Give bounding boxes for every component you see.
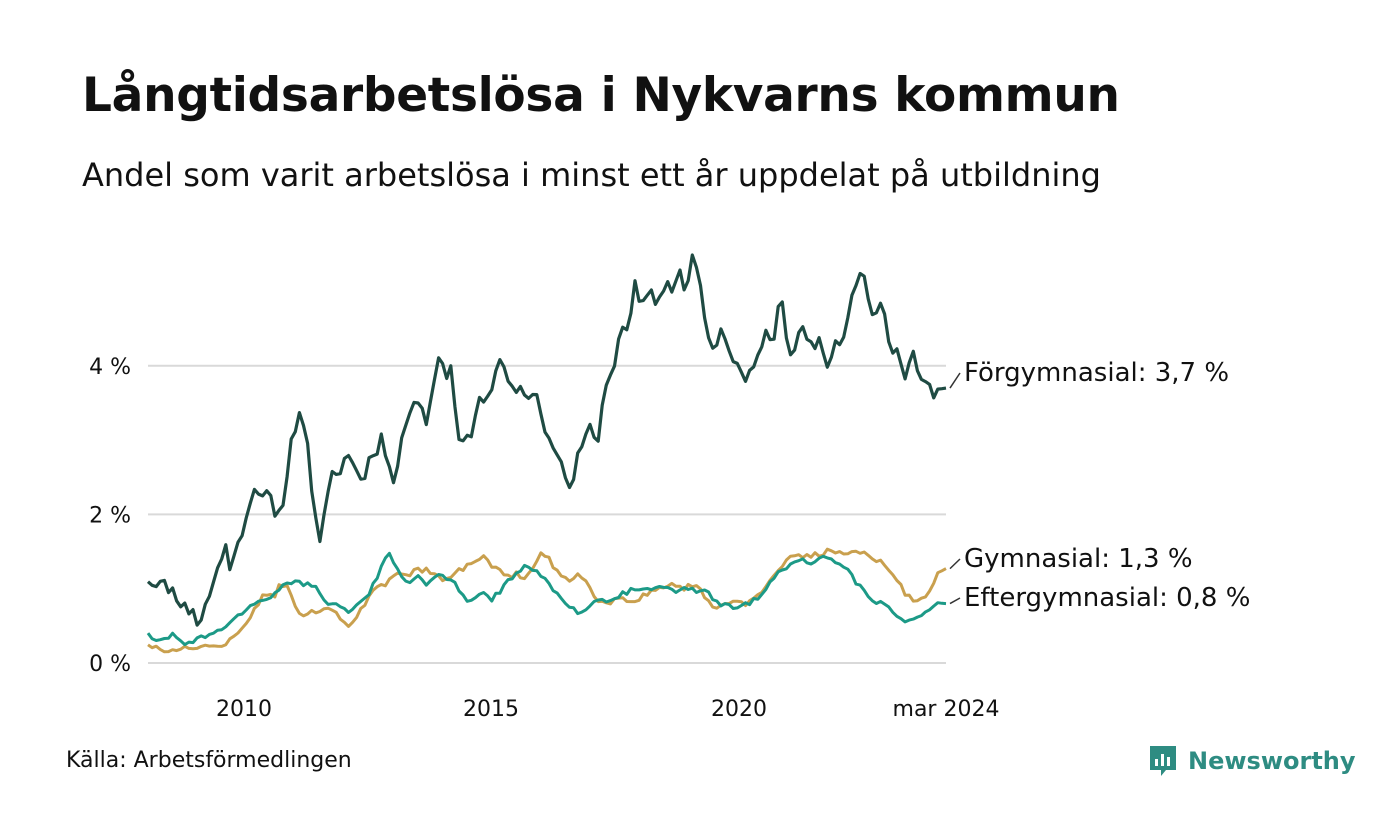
x-tick-label: 2015 bbox=[463, 697, 519, 722]
series-end-labels: Gymnasial: 1,3 % Eftergymnasial: 0,8 % För… bbox=[949, 358, 1250, 613]
label-leader-eftergymnasial bbox=[949, 597, 961, 605]
chart-subtitle: Andel som varit arbetslösa i minst ett å… bbox=[82, 156, 1101, 194]
label-leader-gymnasial bbox=[949, 558, 961, 570]
series-lines bbox=[146, 253, 947, 654]
brand-logo[interactable]: Newsworthy bbox=[1148, 744, 1356, 778]
series-label-forgymnasial: Förgymnasial: 3,7 % bbox=[964, 358, 1229, 388]
series-label-eftergymnasial: Eftergymnasial: 0,8 % bbox=[964, 583, 1250, 613]
x-axis-ticks: 2010 2015 2020 mar 2024 bbox=[216, 697, 999, 722]
label-leader-forgymnasial bbox=[949, 372, 961, 389]
series-line-forgymnasial bbox=[146, 253, 947, 627]
x-tick-label: 2020 bbox=[711, 697, 767, 722]
y-tick-label: 4 % bbox=[89, 355, 131, 380]
series-line-eftergymnasial bbox=[146, 551, 947, 647]
y-tick-label: 0 % bbox=[89, 652, 131, 677]
newsworthy-logo-icon bbox=[1150, 746, 1176, 776]
series-label-gymnasial: Gymnasial: 1,3 % bbox=[964, 544, 1193, 574]
y-axis-ticks: 0 % 2 % 4 % bbox=[89, 355, 131, 677]
y-tick-label: 2 % bbox=[89, 503, 131, 528]
source-note: Källa: Arbetsförmedlingen bbox=[66, 748, 352, 773]
chart-title: Långtidsarbetslösa i Nykvarns kommun bbox=[82, 68, 1120, 123]
gridlines bbox=[148, 364, 946, 664]
x-tick-label: mar 2024 bbox=[893, 697, 1000, 722]
brand-name: Newsworthy bbox=[1188, 747, 1356, 775]
x-tick-label: 2010 bbox=[216, 697, 272, 722]
